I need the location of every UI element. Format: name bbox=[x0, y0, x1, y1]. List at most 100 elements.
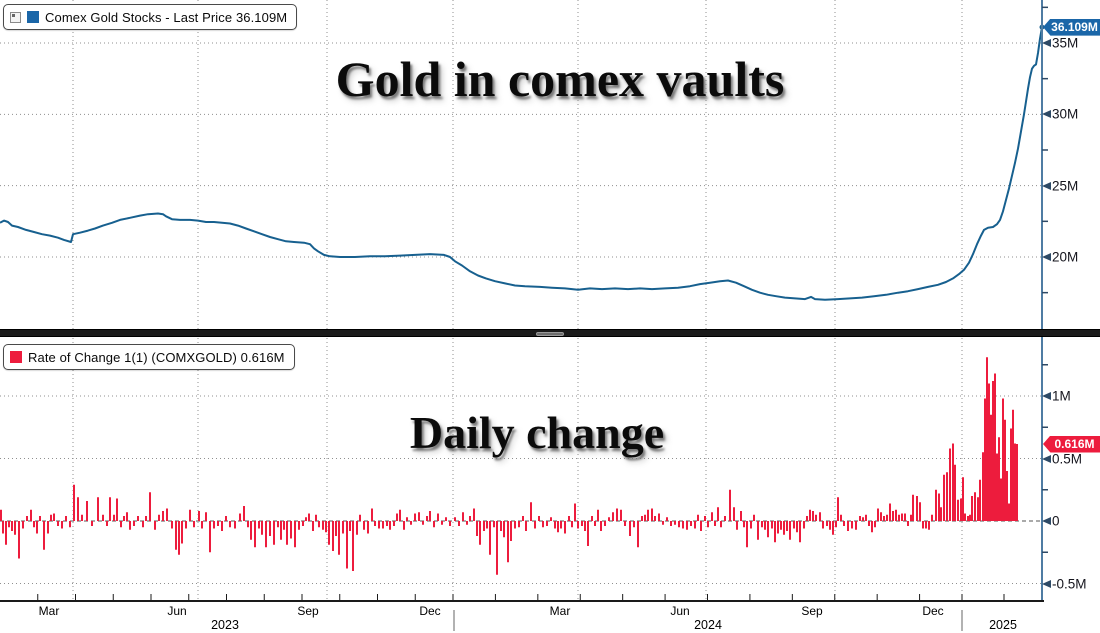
daily-change-bar bbox=[39, 516, 41, 521]
daily-change-bar bbox=[243, 506, 245, 521]
bottom-panel-title: Daily change bbox=[409, 407, 665, 458]
daily-change-bar bbox=[162, 511, 164, 521]
bar-series-swatch-icon bbox=[10, 351, 22, 363]
daily-change-bar bbox=[624, 521, 626, 526]
daily-change-bar bbox=[269, 521, 271, 536]
daily-change-bar bbox=[796, 521, 798, 533]
daily-change-bar bbox=[587, 521, 589, 546]
daily-change-bar bbox=[733, 507, 735, 521]
daily-change-bar bbox=[346, 521, 348, 569]
daily-change-bar bbox=[102, 514, 104, 521]
expand-panel-icon[interactable] bbox=[10, 11, 21, 23]
daily-change-bar bbox=[910, 514, 912, 521]
daily-change-bar bbox=[969, 514, 971, 521]
daily-change-bar bbox=[5, 521, 7, 545]
daily-change-bar bbox=[774, 521, 776, 543]
daily-change-bar bbox=[812, 511, 814, 521]
y-tick-arrow-icon bbox=[1042, 454, 1051, 463]
daily-change-bar bbox=[433, 521, 435, 528]
daily-change-bar bbox=[767, 521, 769, 538]
daily-change-bar bbox=[371, 508, 373, 521]
daily-change-bar bbox=[50, 514, 52, 521]
daily-change-bar bbox=[335, 521, 337, 536]
daily-change-bar bbox=[971, 496, 973, 521]
x-axis-month-label: Dec bbox=[419, 604, 441, 618]
daily-change-bar bbox=[123, 516, 125, 521]
daily-change-bar bbox=[743, 521, 745, 528]
daily-change-bar bbox=[229, 521, 231, 528]
y-axis-tick-label: 1M bbox=[1052, 388, 1071, 404]
daily-change-bar bbox=[996, 453, 998, 521]
daily-change-bar bbox=[120, 521, 122, 528]
daily-change-bar bbox=[209, 521, 211, 553]
daily-change-bar bbox=[493, 521, 495, 528]
daily-change-bar bbox=[855, 521, 857, 530]
daily-change-bar bbox=[273, 521, 275, 545]
divider-grip-handle[interactable] bbox=[536, 332, 564, 336]
daily-change-bar bbox=[629, 521, 631, 536]
daily-change-bar bbox=[928, 521, 930, 530]
daily-change-bar bbox=[746, 521, 748, 548]
daily-change-bar bbox=[700, 521, 702, 531]
daily-change-bar bbox=[1016, 444, 1018, 521]
daily-change-bar bbox=[1006, 471, 1008, 521]
daily-change-bar bbox=[198, 511, 200, 521]
daily-change-bar bbox=[342, 521, 344, 534]
daily-change-bar bbox=[322, 521, 324, 530]
daily-change-bar bbox=[658, 513, 660, 521]
daily-change-bar bbox=[612, 512, 614, 521]
daily-change-bar bbox=[799, 521, 801, 543]
daily-change-bar bbox=[234, 521, 236, 529]
daily-change-bar bbox=[116, 498, 118, 521]
daily-change-bar bbox=[724, 516, 726, 521]
daily-change-bar bbox=[286, 521, 288, 545]
daily-change-bar bbox=[994, 373, 996, 521]
daily-change-bar bbox=[81, 514, 83, 521]
daily-change-bar bbox=[707, 521, 709, 528]
daily-change-bar bbox=[880, 512, 882, 521]
daily-change-bar bbox=[554, 521, 556, 529]
daily-change-bar bbox=[469, 516, 471, 521]
daily-change-bar bbox=[912, 494, 914, 521]
daily-change-bar bbox=[429, 511, 431, 521]
top-panel-legend[interactable]: Comex Gold Stocks - Last Price 36.109M bbox=[3, 4, 298, 30]
daily-change-bar bbox=[641, 516, 643, 521]
daily-change-bar bbox=[666, 517, 668, 521]
daily-change-bar bbox=[476, 521, 478, 536]
daily-change-bar bbox=[1008, 503, 1010, 521]
daily-change-bar bbox=[862, 517, 864, 521]
daily-change-bar bbox=[290, 521, 292, 539]
daily-change-bar bbox=[225, 516, 227, 521]
y-axis-tick-label: 0 bbox=[1052, 513, 1060, 529]
daily-change-bar bbox=[217, 521, 219, 526]
daily-change-bar bbox=[142, 521, 144, 528]
daily-change-bar bbox=[454, 517, 456, 521]
daily-change-bar bbox=[670, 521, 672, 526]
daily-change-bar bbox=[783, 521, 785, 535]
daily-change-bar bbox=[97, 497, 99, 521]
daily-change-bar bbox=[922, 521, 924, 529]
daily-change-bar bbox=[931, 514, 933, 521]
daily-change-bar bbox=[298, 521, 300, 530]
x-axis-month-label: Jun bbox=[167, 604, 187, 618]
daily-change-bar bbox=[982, 452, 984, 521]
daily-change-bar bbox=[780, 521, 782, 530]
daily-change-bar bbox=[1004, 419, 1006, 521]
daily-change-bar bbox=[514, 521, 516, 529]
daily-change-bar bbox=[389, 521, 391, 530]
panel-divider[interactable] bbox=[0, 329, 1100, 337]
daily-change-bar bbox=[979, 479, 981, 521]
y-axis-tick-label: 0.5M bbox=[1052, 451, 1083, 466]
daily-change-bar bbox=[418, 512, 420, 521]
x-axis-month-label: Dec bbox=[922, 604, 944, 618]
daily-change-bar bbox=[940, 507, 942, 521]
daily-change-bar bbox=[943, 474, 945, 521]
bottom-panel-legend[interactable]: Rate of Change 1(1) (COMXGOLD) 0.616M bbox=[3, 344, 295, 370]
daily-change-bar bbox=[414, 513, 416, 521]
daily-change-bar bbox=[332, 521, 334, 551]
daily-change-bar bbox=[308, 513, 310, 521]
daily-change-bar bbox=[254, 521, 256, 548]
daily-change-bar bbox=[14, 521, 16, 535]
daily-change-bar bbox=[30, 509, 32, 521]
daily-change-bar bbox=[793, 521, 795, 529]
